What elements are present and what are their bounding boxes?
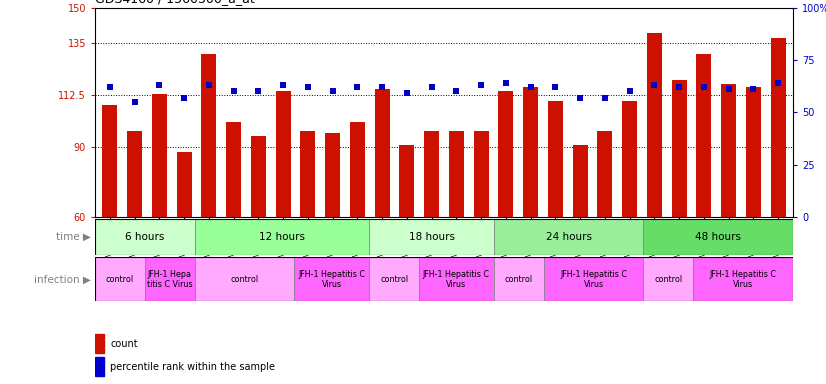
Point: [474, 82, 487, 88]
Bar: [195, 257, 294, 301]
Point: [648, 82, 661, 88]
Bar: [177, 152, 192, 217]
Point: [573, 94, 586, 101]
Point: [128, 99, 141, 105]
Bar: [251, 136, 266, 217]
Bar: [696, 54, 711, 217]
Point: [672, 84, 686, 90]
Text: 24 hours: 24 hours: [546, 232, 591, 242]
Point: [326, 88, 339, 94]
Point: [227, 88, 240, 94]
Bar: [473, 131, 488, 217]
Bar: [400, 145, 415, 217]
Bar: [523, 87, 538, 217]
Text: control: control: [106, 275, 134, 284]
Text: GDS4160 / 1560300_a_at: GDS4160 / 1560300_a_at: [95, 0, 254, 5]
Point: [747, 86, 760, 93]
Bar: [643, 219, 793, 255]
Bar: [494, 257, 544, 301]
Text: 18 hours: 18 hours: [409, 232, 454, 242]
Bar: [102, 105, 117, 217]
Bar: [202, 54, 216, 217]
Bar: [771, 38, 786, 217]
Text: time ▶: time ▶: [56, 232, 91, 242]
Point: [771, 80, 785, 86]
Bar: [498, 91, 513, 217]
Point: [252, 88, 265, 94]
Text: JFH-1 Hepatitis C
Virus: JFH-1 Hepatitis C Virus: [710, 270, 776, 289]
Point: [425, 84, 439, 90]
Bar: [597, 131, 612, 217]
Point: [277, 82, 290, 88]
Bar: [152, 94, 167, 217]
Bar: [672, 80, 686, 217]
Text: control: control: [654, 275, 682, 284]
Bar: [195, 219, 369, 255]
Bar: [647, 33, 662, 217]
Bar: [494, 219, 643, 255]
Text: count: count: [110, 339, 138, 349]
Bar: [419, 257, 494, 301]
Text: 6 hours: 6 hours: [126, 232, 164, 242]
Text: percentile rank within the sample: percentile rank within the sample: [110, 362, 275, 372]
Bar: [693, 257, 793, 301]
Bar: [622, 101, 637, 217]
Bar: [544, 257, 643, 301]
Text: JFH-1 Hepa
titis C Virus: JFH-1 Hepa titis C Virus: [147, 270, 192, 289]
Bar: [127, 131, 142, 217]
Point: [598, 94, 611, 101]
Bar: [643, 257, 693, 301]
Text: JFH-1 Hepatitis C
Virus: JFH-1 Hepatitis C Virus: [560, 270, 627, 289]
Bar: [95, 257, 145, 301]
Text: control: control: [380, 275, 408, 284]
Text: control: control: [230, 275, 259, 284]
Point: [722, 86, 735, 93]
Point: [524, 84, 537, 90]
Point: [153, 82, 166, 88]
Point: [449, 88, 463, 94]
Text: infection ▶: infection ▶: [34, 274, 91, 285]
Text: 48 hours: 48 hours: [695, 232, 741, 242]
Text: JFH-1 Hepatitis C
Virus: JFH-1 Hepatitis C Virus: [423, 270, 490, 289]
Bar: [449, 131, 463, 217]
Bar: [572, 145, 587, 217]
Text: control: control: [505, 275, 533, 284]
Bar: [294, 257, 369, 301]
Point: [499, 80, 512, 86]
Point: [376, 84, 389, 90]
Bar: [276, 91, 291, 217]
Bar: [226, 122, 241, 217]
Bar: [95, 334, 104, 353]
Text: JFH-1 Hepatitis C
Virus: JFH-1 Hepatitis C Virus: [298, 270, 365, 289]
Point: [548, 84, 562, 90]
Bar: [369, 219, 494, 255]
Bar: [350, 122, 365, 217]
Bar: [95, 219, 195, 255]
Bar: [746, 87, 761, 217]
Bar: [95, 357, 104, 376]
Point: [401, 90, 414, 96]
Bar: [548, 101, 563, 217]
Bar: [145, 257, 195, 301]
Point: [202, 82, 216, 88]
Bar: [375, 89, 390, 217]
Bar: [325, 133, 340, 217]
Bar: [369, 257, 419, 301]
Text: 12 hours: 12 hours: [259, 232, 305, 242]
Point: [103, 84, 116, 90]
Bar: [425, 131, 439, 217]
Bar: [301, 131, 316, 217]
Point: [623, 88, 636, 94]
Point: [697, 84, 710, 90]
Bar: [721, 84, 736, 217]
Point: [301, 84, 315, 90]
Point: [178, 94, 191, 101]
Point: [351, 84, 364, 90]
